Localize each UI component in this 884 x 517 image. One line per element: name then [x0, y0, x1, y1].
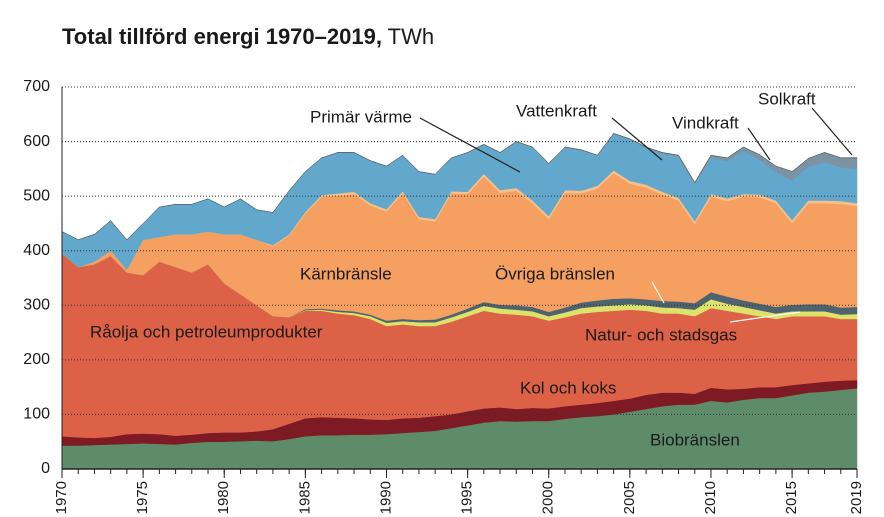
x-tick-label: 1970 [53, 481, 70, 514]
series-label: Natur- och stadsgas [585, 325, 737, 344]
x-tick-label: 2005 [621, 481, 638, 514]
y-tick-label: 0 [41, 460, 50, 477]
y-tick-label: 700 [23, 78, 50, 95]
y-tick-label: 600 [23, 133, 50, 150]
title: Total tillförd energi 1970–2019, [62, 24, 382, 49]
x-tick-label: 1985 [296, 481, 313, 514]
x-tick-label: 2010 [702, 481, 719, 514]
x-tick-label: 1975 [134, 481, 151, 514]
series-label: Solkraft [758, 89, 816, 108]
x-tick-label: 1990 [377, 481, 394, 514]
x-tick-label: 2015 [783, 481, 800, 514]
pointer [747, 127, 771, 161]
pointer [611, 117, 663, 161]
chart-title: Total tillförd energi 1970–2019, TWh [62, 24, 434, 49]
series-label: Övriga bränslen [495, 264, 615, 283]
x-tick-label: 2019 [848, 481, 865, 514]
unit: TWh [388, 24, 434, 49]
y-tick-label: 300 [23, 297, 50, 314]
x-tick-label: 1995 [459, 481, 476, 514]
x-tick-label: 2000 [540, 481, 557, 514]
series-label: Primär värme [310, 107, 412, 126]
pointer [419, 117, 521, 173]
y-tick-label: 400 [23, 242, 50, 259]
plot-area: 0 100 200 300 400 500 600 700 1970 1975 1980 1985 19… [23, 78, 865, 514]
series-label: Kol och koks [520, 378, 616, 397]
y-tick-label: 200 [23, 351, 50, 368]
y-tick-label: 100 [23, 406, 50, 423]
pointer [811, 107, 853, 156]
area [61, 133, 858, 241]
series-label: Vindkraft [672, 113, 739, 132]
y-tick-label: 500 [23, 187, 50, 204]
series-label: Kärnbränsle [300, 264, 392, 283]
series-label: Biobränslen [650, 430, 740, 449]
annotations: Biobränslen Kol och koks Råolja och petrol… [90, 89, 853, 449]
pointer [729, 311, 801, 323]
pointer [651, 281, 665, 304]
x-tick-label: 1980 [215, 481, 232, 514]
series-label: Råolja och petroleumprodukter [90, 322, 323, 341]
series-label: Vattenkraft [516, 101, 597, 120]
